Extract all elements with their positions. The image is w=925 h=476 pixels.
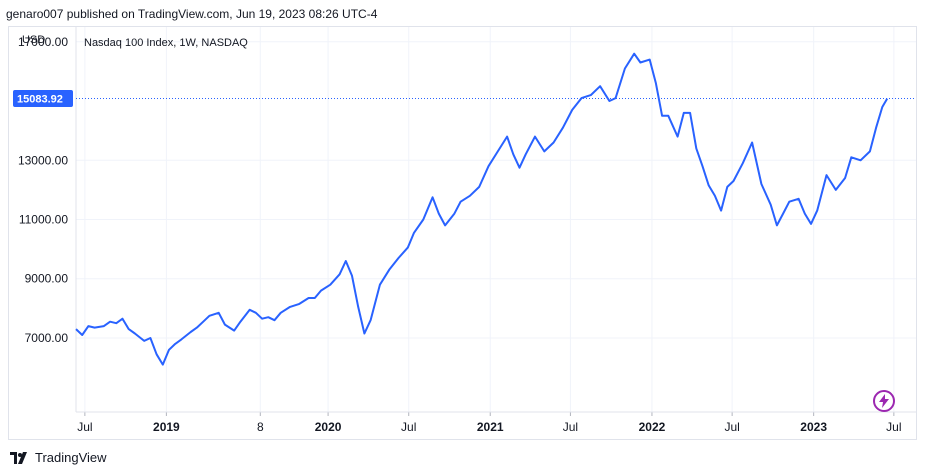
x-tick-label: Jul [563,420,578,434]
x-tick-label: Jul [401,420,416,434]
y-tick-label: 13000.00 [18,153,68,167]
chart-frame [8,26,917,440]
x-tick-label: Jul [724,420,739,434]
x-tick-label: 2022 [639,420,666,434]
last-price-label: 15083.92 [17,94,63,106]
lightning-icon[interactable] [873,390,895,412]
grid [76,27,916,412]
tradingview-logo-icon [10,451,27,464]
series-line-nasdaq-100[interactable] [75,52,889,366]
y-tick-label: 17000.00 [18,35,68,49]
footer: TradingView [10,450,107,465]
y-axis: 17000.00 13000.00 11000.00 9000.00 7000.00 [18,27,77,412]
tradingview-brand-name: TradingView [35,450,107,465]
currency-label: USD [22,34,45,46]
x-tick-label: 8 [257,420,264,434]
x-tick-label: Jul [77,420,92,434]
x-axis: Jul 2019 8 2020 Jul 2021 Jul 2022 Jul 2023 Jul [76,411,916,434]
x-tick-label: 2019 [153,420,180,434]
x-tick-label: 2023 [800,420,827,434]
y-tick-label: 9000.00 [25,272,69,286]
chart-title: Nasdaq 100 Index, 1W, NASDAQ [84,37,248,49]
y-tick-label: 11000.00 [19,213,68,227]
x-tick-label: 2021 [477,420,504,434]
publish-line: genaro007 published on TradingView.com, … [6,7,378,21]
y-tick-label: 7000.00 [25,331,69,345]
x-tick-label: Jul [886,420,901,434]
last-price-badge [13,90,73,108]
lightning-bolt-glyph [879,394,889,408]
x-tick-label: 2020 [315,420,342,434]
